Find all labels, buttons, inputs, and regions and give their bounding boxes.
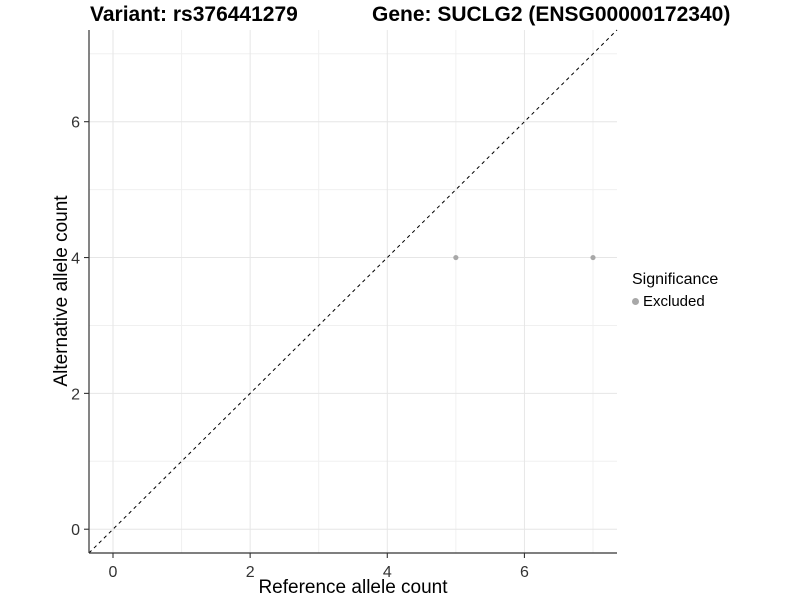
legend-item-label: Excluded [643,293,705,310]
legend-title: Significance [632,271,719,288]
legend-item-excluded: Excluded [632,293,718,310]
data-point [590,254,596,261]
y-tick-label: 2 [71,386,80,403]
legend-key-dot-icon [632,298,639,305]
y-tick-label: 6 [71,115,80,132]
x-tick-label: 0 [109,564,118,581]
y-axis-title: Alternative allele count [51,195,72,387]
x-tick-label: 6 [520,564,529,581]
plot-title-variant: Variant: rs376441279 [90,3,298,26]
plot-title-gene: Gene: SUCLG2 (ENSG00000172340) [372,3,731,26]
data-point [453,254,459,261]
reference-line [88,29,618,554]
gridlines-major [89,30,617,553]
x-axis-title: Reference allele count [258,577,448,598]
x-axis-ticks: 0 2 4 6 [109,553,529,581]
data-points [453,254,596,261]
x-tick-label: 2 [246,564,255,581]
legend: Significance Excluded [632,271,718,310]
gridlines-minor [89,30,617,553]
y-tick-label: 0 [71,522,80,539]
y-axis-ticks: 0 2 4 6 [71,115,89,539]
axis-lines [88,30,617,554]
y-tick-label: 4 [71,251,80,268]
x-tick-label: 4 [383,564,392,581]
